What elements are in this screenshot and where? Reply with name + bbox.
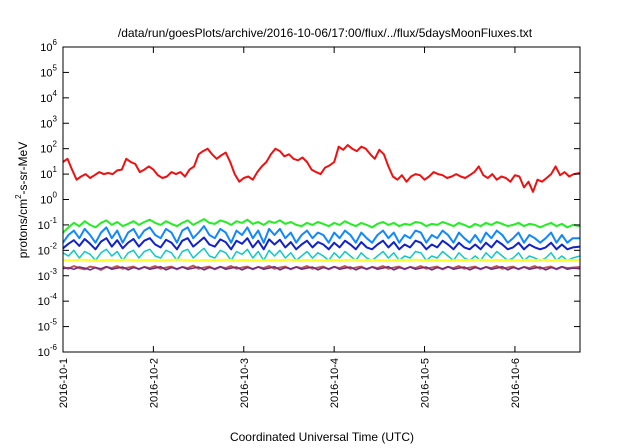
y-tick-exponent: 2 (53, 140, 58, 149)
y-tick-exponent: -5 (50, 318, 58, 327)
y-tick-base: 10 (40, 195, 52, 207)
y-tick-exponent: -1 (50, 216, 58, 225)
y-tick-base: 10 (40, 67, 52, 79)
y-tick-label: 10-4 (38, 292, 58, 308)
y-tick-exponent: 5 (53, 63, 58, 72)
x-tick-label: 2016-10-4 (329, 358, 341, 408)
y-tick-label: 100 (40, 191, 57, 207)
series-line-2 (62, 218, 581, 234)
y-tick-exponent: 0 (53, 191, 58, 200)
y-tick-base: 10 (38, 220, 50, 232)
y-tick-base: 10 (38, 347, 50, 359)
series-layer (62, 144, 581, 271)
y-tick-base: 10 (40, 93, 52, 105)
y-axis-label-prefix: protons/cm (16, 199, 30, 258)
y-tick-base: 10 (40, 118, 52, 130)
y-tick-exponent: -6 (50, 343, 58, 352)
y-tick-base: 10 (38, 271, 50, 283)
series-line-3 (62, 225, 580, 244)
x-tick-label: 2016-10-5 (420, 358, 432, 408)
x-tick-label: 2016-10-3 (239, 358, 251, 408)
chart-title: /data/run/goesPlots/archive/2016-10-06/1… (118, 26, 533, 40)
x-axis-label: Coordinated Universal Time (UTC) (230, 430, 414, 444)
y-tick-base: 10 (40, 169, 52, 181)
y-tick-label: 10-6 (38, 343, 58, 359)
y-tick-label: 102 (40, 140, 57, 156)
series-line-1 (62, 144, 581, 193)
y-tick-exponent: 1 (53, 165, 58, 174)
y-axis: 10-610-510-410-310-210-11001011021031041… (38, 38, 580, 359)
y-tick-label: 105 (40, 63, 57, 79)
y-tick-base: 10 (40, 42, 52, 54)
y-tick-base: 10 (40, 144, 52, 156)
x-tick-label: 2016-10-6 (510, 358, 522, 408)
y-tick-base: 10 (38, 322, 50, 334)
y-tick-exponent: 6 (53, 38, 58, 47)
y-tick-label: 101 (40, 165, 57, 181)
x-tick-label: 2016-10-1 (58, 358, 70, 408)
y-tick-label: 10-3 (38, 267, 58, 283)
y-tick-exponent: -4 (50, 292, 58, 301)
x-axis: 2016-10-1 2016-10-2 2016-10-3 2016-10-4 2016… (58, 47, 522, 408)
series-line-4 (62, 236, 581, 251)
y-tick-label: 10-1 (38, 216, 58, 232)
y-tick-label: 10-5 (38, 318, 58, 334)
y-tick-base: 10 (38, 245, 50, 257)
series-line-6 (62, 258, 581, 262)
y-tick-base: 10 (38, 296, 50, 308)
y-tick-exponent: 3 (53, 114, 58, 123)
x-tick-label: 2016-10-2 (148, 358, 160, 408)
series-line-8 (62, 265, 581, 271)
y-tick-label: 10-2 (38, 241, 58, 257)
y-tick-exponent: -3 (50, 267, 58, 276)
y-tick-exponent: -2 (50, 241, 58, 250)
y-tick-exponent: 4 (53, 89, 58, 98)
y-tick-label: 103 (40, 114, 57, 130)
y-axis-label-suffix: -s-sr-MeV (16, 142, 30, 195)
y-tick-label: 106 (40, 38, 57, 54)
y-axis-label-exponent: 2 (14, 194, 23, 199)
series-line-5 (62, 247, 581, 262)
y-tick-label: 104 (40, 89, 57, 105)
y-axis-label: protons/cm2-s-sr-MeV (14, 142, 30, 258)
series-line-7 (62, 264, 581, 271)
